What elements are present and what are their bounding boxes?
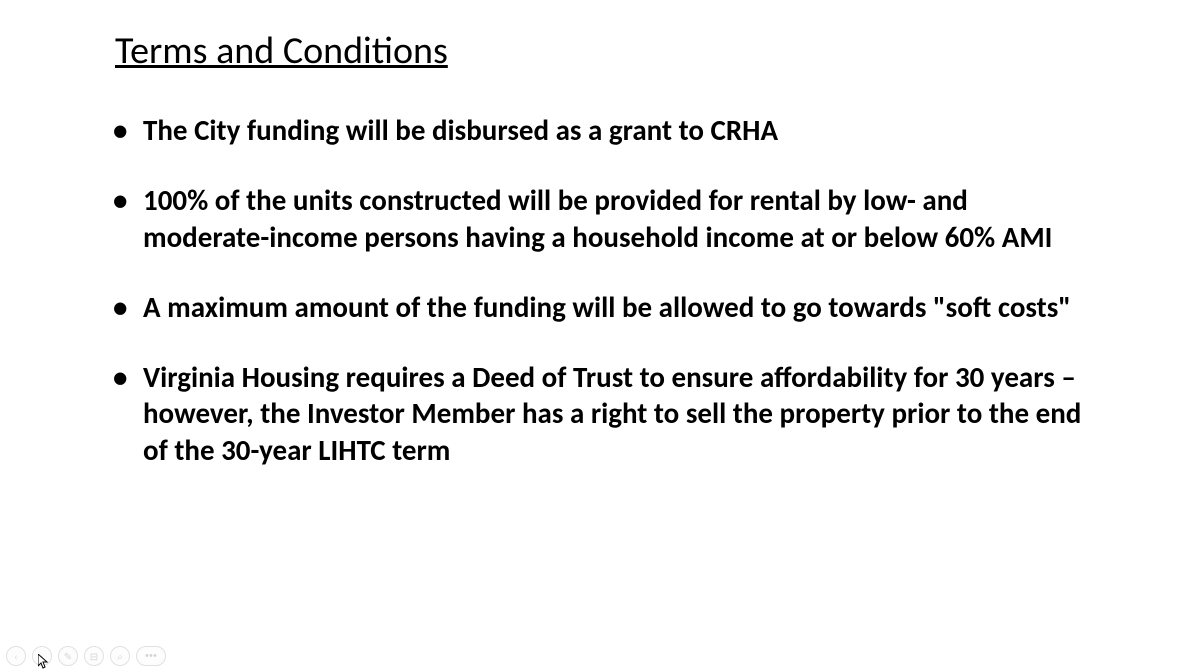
- zoom-button[interactable]: ⌕: [110, 646, 130, 666]
- more-icon: •••: [145, 651, 157, 661]
- presenter-toolbar: ‹ › ✎ ⊟ ⌕ •••: [6, 646, 166, 666]
- pen-tool-button[interactable]: ✎: [58, 646, 78, 666]
- slide-title: Terms and Conditions: [115, 28, 1095, 74]
- subtitles-button[interactable]: ⊟: [84, 646, 104, 666]
- zoom-icon: ⌕: [117, 650, 123, 663]
- more-options-button[interactable]: •••: [136, 646, 166, 666]
- bullet-item: The City funding will be disbursed as a …: [105, 112, 1095, 148]
- bullet-item: Virginia Housing requires a Deed of Trus…: [105, 359, 1095, 468]
- bullet-item: A maximum amount of the funding will be …: [105, 289, 1095, 325]
- pen-icon: ✎: [64, 650, 72, 663]
- slide-content: Terms and Conditions The City funding wi…: [0, 0, 1200, 522]
- bullet-item: 100% of the units constructed will be pr…: [105, 182, 1095, 255]
- chevron-left-icon: ‹: [14, 650, 17, 663]
- prev-slide-button[interactable]: ‹: [6, 646, 26, 666]
- chevron-right-icon: ›: [40, 650, 43, 663]
- next-slide-button[interactable]: ›: [32, 646, 52, 666]
- bullet-list: The City funding will be disbursed as a …: [105, 112, 1095, 468]
- subtitles-icon: ⊟: [90, 650, 98, 663]
